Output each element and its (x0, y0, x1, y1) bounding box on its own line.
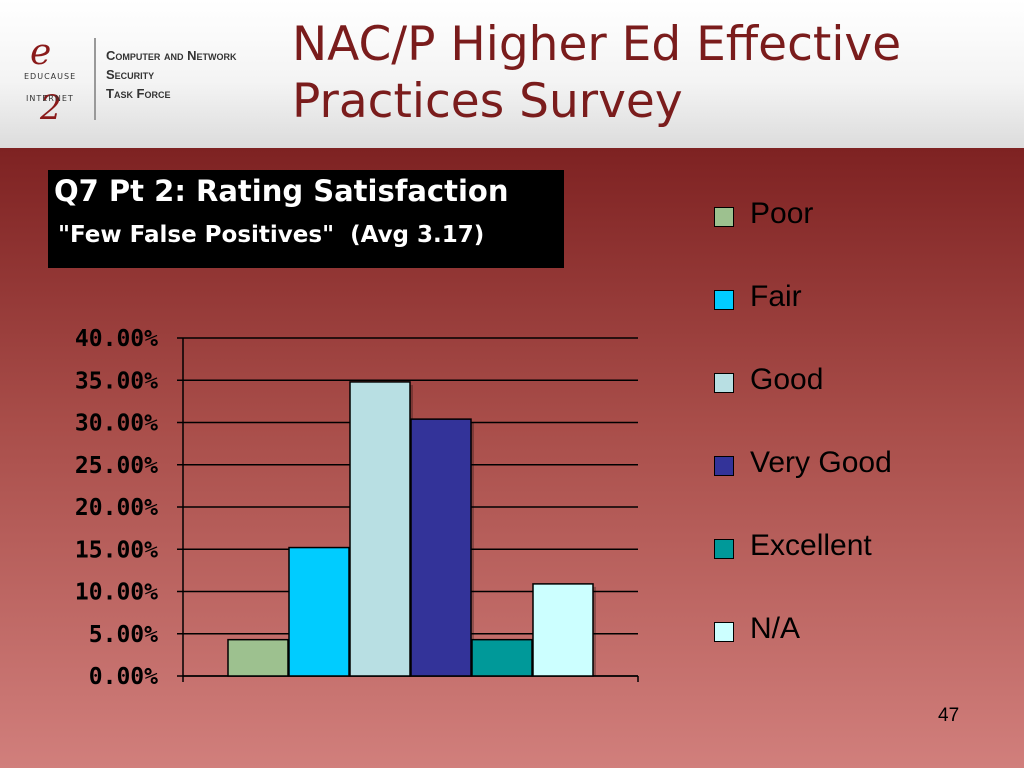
question-box: Q7 Pt 2: Rating Satisfaction "Few False … (48, 170, 564, 268)
y-tick-label: 35.00% (75, 368, 158, 394)
slide-header: e EDUCAUSE 2 INTERNET Computer and Netwo… (0, 0, 1024, 148)
legend-swatch (714, 207, 734, 227)
bar-very-good (410, 418, 472, 677)
page-number: 47 (938, 705, 960, 726)
internet2-wordmark: INTERNET (26, 94, 74, 103)
logo-divider (94, 38, 96, 120)
legend-swatch (714, 456, 734, 476)
legend-label: Excellent (750, 529, 872, 562)
task-force-line-3: Task Force (106, 86, 171, 101)
legend-swatch (714, 373, 734, 393)
y-tick-label: 30.00% (75, 411, 158, 437)
y-tick-label: 20.00% (75, 495, 158, 521)
bar-excellent (471, 638, 533, 677)
educause-wordmark: EDUCAUSE (24, 72, 77, 81)
y-tick-label: 10.00% (75, 580, 158, 606)
legend-swatch (714, 622, 734, 642)
question-title: Q7 Pt 2: Rating Satisfaction (54, 174, 509, 208)
question-subtitle: "Few False Positives" (Avg 3.17) (58, 222, 485, 248)
task-force-line-2: Security (106, 67, 155, 82)
y-tick-label: 5.00% (89, 622, 158, 648)
legend-label: Very Good (750, 446, 892, 479)
bar-good (349, 381, 411, 677)
internet2-logo-mark: 2 (40, 88, 62, 128)
y-tick-label: 25.00% (75, 453, 158, 479)
y-tick-label: 40.00% (75, 326, 158, 352)
educause-logo-mark: e (30, 32, 52, 73)
legend-swatch (714, 290, 734, 310)
task-force-line-1: Computer and Network (106, 48, 237, 63)
legend-label: Poor (750, 197, 814, 230)
task-force-logo: e EDUCAUSE 2 INTERNET Computer and Netwo… (22, 30, 282, 128)
legend-label: Good (750, 363, 824, 396)
legend-swatch (714, 539, 734, 559)
bar-n-a (532, 583, 594, 677)
bar-fair (288, 546, 350, 677)
slide-title: NAC/P Higher Ed Effective Practices Surv… (292, 17, 902, 129)
bar-poor (227, 638, 289, 677)
y-tick-label: 15.00% (75, 537, 158, 563)
y-tick-label: 0.00% (89, 664, 158, 690)
legend-label: Fair (750, 280, 802, 313)
legend-label: N/A (750, 612, 801, 645)
